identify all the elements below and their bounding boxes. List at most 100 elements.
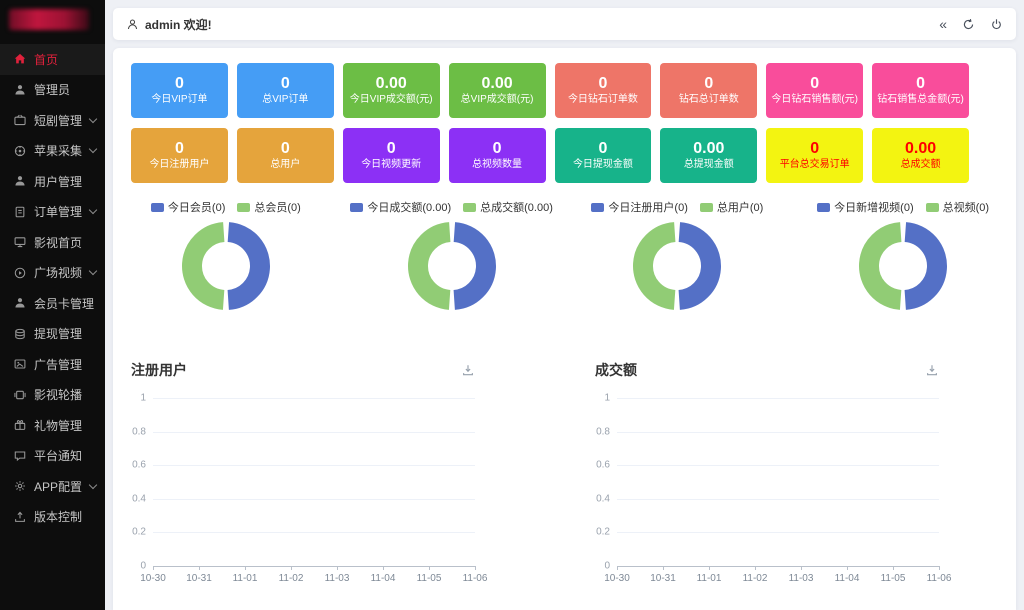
user-icon — [13, 174, 27, 188]
chart-plot-area: 1 0.8 0.6 0.4 0.2 0 10-30 10-31 11-01 11-02 11-03 1… — [596, 393, 951, 585]
download-icon[interactable] — [461, 363, 475, 377]
x-axis-label: 11-04 — [834, 573, 860, 584]
donut-legend: 今日会员(0) 总会员(0) — [150, 199, 301, 215]
chart-title: 成交额 — [595, 362, 637, 378]
sidebar-item-carousel[interactable]: 影视轮播 — [0, 380, 105, 411]
ad-icon — [13, 357, 27, 371]
chevron-down-icon — [88, 114, 98, 123]
donut-legend: 今日注册用户(0) 总用户(0) — [591, 200, 763, 214]
refresh-icon[interactable] — [962, 18, 975, 31]
sidebar-item-label: 提现管理 — [34, 327, 83, 342]
legend-item[interactable]: 总用户(0) — [699, 199, 763, 215]
stat-card: 0 总VIP订单 — [236, 63, 334, 118]
legend-swatch — [463, 202, 477, 212]
legend-item[interactable]: 总视频(0) — [925, 199, 990, 215]
x-axis-label: 11-02 — [278, 573, 304, 584]
donut-chart — [859, 222, 948, 310]
x-axis-label: 11-03 — [324, 573, 350, 584]
collapse-icon[interactable]: « — [939, 16, 947, 32]
sidebar-menu: 首页管理员短剧管理苹果采集 用户管理 订单管理 影视首页 广场视频会员卡管理提现管理广告… — [0, 44, 105, 532]
sidebar-item-label: 影视轮播 — [34, 388, 83, 403]
stat-label: 总提现金额 — [683, 159, 734, 170]
legend-item[interactable]: 今日会员(0) — [150, 199, 225, 215]
sidebar-item-label: 短剧管理 — [34, 113, 83, 128]
x-axis-label: 11-01 — [696, 573, 722, 584]
axis-tick — [383, 566, 384, 570]
sidebar-item-shortplay[interactable]: 短剧管理 — [0, 105, 105, 136]
admin-user-icon — [13, 83, 27, 97]
axis-tick — [199, 566, 200, 570]
axis-tick — [939, 566, 940, 570]
legend-item[interactable]: 今日成交额(0.00) — [350, 199, 451, 215]
sidebar-item-withdraw[interactable]: 提现管理 — [0, 319, 105, 350]
stat-label: 总VIP订单 — [262, 94, 309, 105]
stat-value: 0 — [598, 140, 608, 157]
main-panel: 0 今日VIP订单 0 总VIP订单 0.00 今日VIP成交额(元) 0.00 总VIP成交… — [113, 48, 1016, 610]
chart-title: 注册用户 — [131, 362, 187, 378]
axis-tick — [801, 566, 802, 570]
gridline — [153, 498, 475, 500]
sidebar-item-notice[interactable]: 平台通知 — [0, 441, 105, 472]
sidebar-item-label: 礼物管理 — [34, 418, 83, 433]
legend-item[interactable]: 总成交额(0.00) — [463, 199, 553, 215]
withdraw-icon — [13, 327, 27, 341]
legend-swatch — [699, 202, 713, 212]
stat-label: 今日注册用户 — [149, 159, 210, 170]
legend-item[interactable]: 总会员(0) — [237, 199, 301, 215]
stat-value: 0 — [492, 140, 502, 157]
chevron-down-icon — [88, 267, 98, 276]
sidebar-item-label: 首页 — [34, 52, 59, 67]
stat-label: 平台总交易订单 — [779, 159, 850, 170]
stat-value: 0 — [386, 140, 396, 157]
axis-tick — [755, 566, 756, 570]
donut-panel: 今日会员(0) 总会员(0) — [113, 200, 339, 311]
legend-item[interactable]: 今日新增视频(0) — [817, 199, 914, 215]
x-axis-label: 10-30 — [140, 573, 166, 584]
donut-panel: 今日新增视频(0) 总视频(0) — [790, 200, 1016, 311]
stat-label: 今日钻石销售额(元) — [771, 94, 859, 105]
header-actions: « — [939, 17, 1003, 31]
stat-label: 钻石销售总金额(元) — [877, 94, 964, 105]
axis-tick — [847, 566, 848, 570]
gridline — [153, 398, 475, 399]
stat-value: 0 — [598, 75, 608, 92]
sidebar-item-admin[interactable]: 管理员 — [0, 75, 105, 106]
donut-chart — [181, 222, 270, 310]
x-axis-label: 11-01 — [232, 573, 258, 584]
sidebar-item-apple[interactable]: 苹果采集 — [0, 136, 105, 167]
legend-label: 总视频(0) — [942, 202, 990, 214]
legend-swatch — [591, 202, 605, 212]
sidebar-item-users[interactable]: 用户管理 — [0, 166, 105, 197]
sidebar-item-version[interactable]: 版本控制 — [0, 502, 105, 533]
axis-tick — [617, 566, 618, 570]
donut-chart — [633, 222, 722, 310]
legend-item[interactable]: 今日注册用户(0) — [591, 199, 688, 215]
stat-cards: 0 今日VIP订单 0 总VIP订单 0.00 今日VIP成交额(元) 0.00 总VIP成交… — [131, 63, 969, 183]
carousel-icon — [13, 388, 27, 402]
sidebar-item-gifts[interactable]: 礼物管理 — [0, 410, 105, 441]
axis-tick — [663, 566, 664, 570]
x-axis-line — [617, 566, 939, 567]
stat-card: 0 今日VIP订单 — [131, 63, 228, 118]
sidebar-item-ads[interactable]: 广告管理 — [0, 349, 105, 380]
gridline — [617, 532, 939, 534]
sidebar-item-moviehome[interactable]: 影视首页 — [0, 227, 105, 258]
sidebar-item-membercard[interactable]: 会员卡管理 — [0, 288, 105, 319]
sidebar-item-home[interactable]: 首页 — [0, 44, 105, 75]
sidebar-item-plazavideo[interactable]: 广场视频 — [0, 258, 105, 289]
stat-card: 0 钻石总订单数 — [660, 63, 758, 118]
sidebar-item-label: 会员卡管理 — [34, 296, 95, 311]
gridline — [153, 532, 475, 534]
power-icon[interactable] — [990, 18, 1003, 31]
stat-label: 总成交额 — [900, 159, 941, 170]
x-axis-label: 11-03 — [788, 573, 814, 584]
axis-tick — [429, 566, 430, 570]
legend-swatch — [925, 202, 939, 212]
stat-label: 今日钻石订单数 — [567, 94, 638, 105]
play-circle-icon — [13, 266, 27, 280]
sidebar-item-orders[interactable]: 订单管理 — [0, 197, 105, 228]
download-icon[interactable] — [925, 363, 939, 377]
sidebar-item-appconfig[interactable]: APP配置 — [0, 471, 105, 502]
stat-label: 今日VIP订单 — [151, 94, 208, 105]
stat-value: 0.00 — [693, 140, 725, 157]
